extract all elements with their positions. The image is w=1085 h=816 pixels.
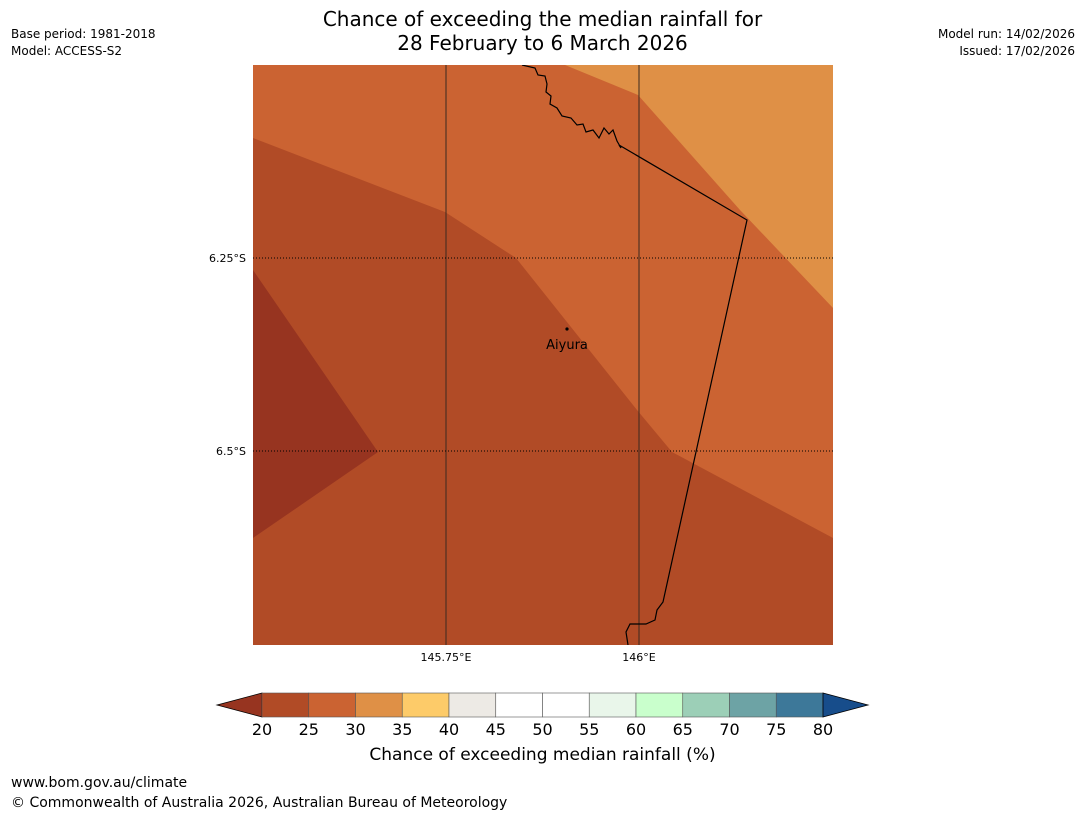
colorbar-tick-label: 65 (673, 720, 693, 739)
colorbar-segment (542, 692, 590, 718)
metadata-right: Model run: 14/02/2026 Issued: 17/02/2026 (938, 26, 1075, 60)
colorbar-tick-label: 70 (719, 720, 739, 739)
colorbar-segment (775, 692, 824, 718)
colorbar-segment (401, 692, 450, 718)
lon-label-145-75: 145.75°E (421, 651, 472, 664)
lat-label-6-5: 6.5°S (216, 445, 246, 458)
colorbar-segments (261, 692, 824, 718)
title-line-2: 28 February to 6 March 2026 (397, 31, 688, 55)
lon-label-146: 146°E (622, 651, 655, 664)
colorbar-segment (682, 692, 730, 718)
colorbar-tick-label: 80 (813, 720, 833, 739)
lat-label-6-25: 6.25°S (209, 252, 246, 265)
base-period: Base period: 1981-2018 (11, 27, 156, 41)
colorbar-segment (261, 692, 310, 718)
map-title: Chance of exceeding the median rainfall … (0, 7, 1085, 55)
colorbar-tick-label: 55 (579, 720, 599, 739)
footer-copyright: © Commonwealth of Australia 2026, Austra… (11, 795, 508, 811)
colorbar-segment (448, 692, 497, 718)
issued-date: Issued: 17/02/2026 (959, 44, 1075, 58)
colorbar: 20 25 30 35 40 45 50 55 60 65 70 75 80 (215, 692, 870, 739)
colorbar-segment (588, 692, 637, 718)
colorbar-under-arrow (215, 692, 263, 718)
model-name: Model: ACCESS-S2 (11, 44, 123, 58)
colorbar-label: Chance of exceeding median rainfall (%) (369, 745, 716, 765)
colorbar-tick-label: 45 (486, 720, 506, 739)
colorbar-tick-label: 30 (345, 720, 365, 739)
map-panel[interactable]: Aiyura (253, 65, 833, 645)
colorbar-tick-label: 60 (626, 720, 646, 739)
colorbar-segment (729, 692, 777, 718)
colorbar-segment (355, 692, 403, 718)
town-label-aiyura: Aiyura (546, 338, 588, 353)
zone-35-40 (565, 65, 833, 308)
zone-20-25 (253, 270, 378, 538)
title-line-1: Chance of exceeding the median rainfall … (322, 7, 763, 31)
colorbar-segment (308, 692, 356, 718)
colorbar-ticks: 20 25 30 35 40 45 50 55 60 65 70 75 80 (252, 720, 833, 739)
colorbar-over-arrow (822, 692, 870, 718)
zone-30-35 (253, 65, 833, 538)
colorbar-segment (495, 692, 543, 718)
colorbar-tick-label: 75 (766, 720, 786, 739)
model-run: Model run: 14/02/2026 (937, 27, 1075, 41)
metadata-left: Base period: 1981-2018 Model: ACCESS-S2 (11, 26, 156, 60)
colorbar-tick-label: 35 (392, 720, 412, 739)
coastline (521, 65, 748, 645)
colorbar-tick-label: 25 (299, 720, 319, 739)
colorbar-segment (635, 692, 684, 718)
colorbar-tick-label: 40 (439, 720, 459, 739)
colorbar-tick-label: 20 (252, 720, 272, 739)
colorbar-tick-label: 50 (532, 720, 552, 739)
footer-url[interactable]: www.bom.gov.au/climate (11, 775, 188, 791)
town-marker (565, 327, 569, 331)
